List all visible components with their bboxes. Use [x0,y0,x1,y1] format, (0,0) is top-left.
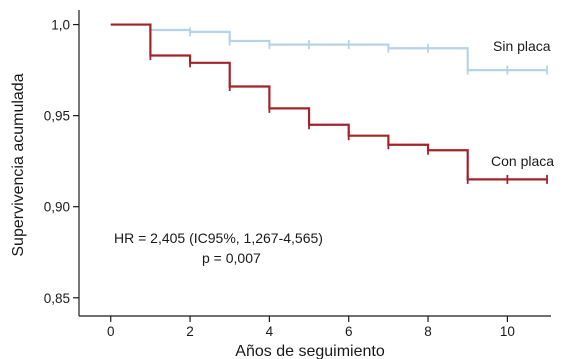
x-tick-label: 4 [266,324,274,339]
y-ticks: 0,85 0,90 0,95 1,0 [44,18,79,306]
x-tick-label: 6 [345,324,353,339]
x-ticks: 0 2 4 6 8 10 [107,316,515,339]
hazard-ratio-annotation: HR = 2,405 (IC95%, 1,267-4,565) [114,230,323,246]
series-layer [110,23,548,184]
y-tick-label: 0,90 [44,200,70,215]
x-tick-label: 0 [107,324,115,339]
y-tick-label: 0,95 [44,109,70,124]
survival-curve-con-placa [110,23,548,181]
series-con-placa [110,23,548,184]
series-sin-placa [110,23,548,75]
survival-curve-sin-placa [110,23,548,72]
y-tick-label: 0,85 [44,291,70,306]
y-axis-title: Supervivencia acumulada [10,73,27,256]
y-tick-label: 1,0 [51,18,70,33]
x-axis-title: Años de seguimiento [235,343,385,359]
axes [78,10,551,317]
series-label-con-placa: Con placa [491,153,554,169]
series-label-sin-placa: Sin placa [493,38,551,54]
p-value-annotation: p = 0,007 [202,250,261,266]
x-tick-label: 2 [186,324,194,339]
x-tick-label: 10 [500,324,515,339]
x-tick-label: 8 [424,324,432,339]
